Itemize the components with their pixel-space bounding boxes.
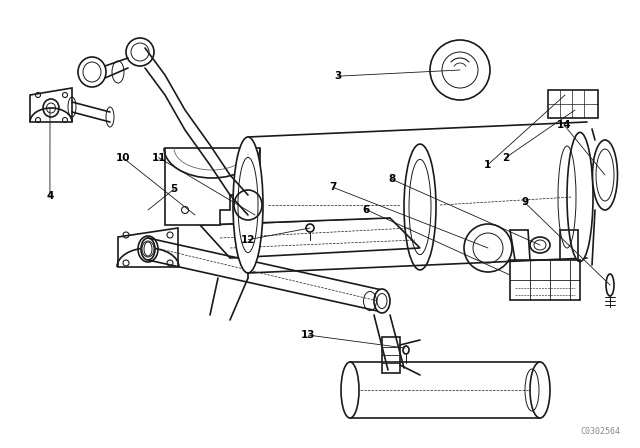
Polygon shape [30,88,72,122]
Text: 9: 9 [521,198,529,207]
Polygon shape [200,218,420,258]
Ellipse shape [126,38,154,66]
Text: 10: 10 [116,153,130,163]
Text: C0302564: C0302564 [580,427,620,436]
Ellipse shape [78,57,106,87]
Ellipse shape [530,362,550,418]
Ellipse shape [567,133,593,262]
Ellipse shape [593,140,618,210]
Text: 12: 12 [241,235,255,245]
Text: 5: 5 [170,184,178,194]
Ellipse shape [233,137,263,273]
Bar [382,337,400,373]
Polygon shape [165,148,260,225]
Text: 3: 3 [334,71,342,81]
Text: 11: 11 [152,153,166,163]
Text: 7: 7 [329,182,337,192]
Text: 13: 13 [301,330,316,340]
Ellipse shape [341,362,359,418]
Polygon shape [118,228,178,267]
Text: 1: 1 [484,160,492,170]
Text: 14: 14 [557,121,572,130]
Bar [548,90,598,118]
Text: 4: 4 [46,191,54,201]
Ellipse shape [141,238,155,260]
Text: 2: 2 [502,153,509,163]
Text: 8: 8 [388,174,396,184]
Ellipse shape [374,289,390,313]
Text: 6: 6 [362,205,370,215]
